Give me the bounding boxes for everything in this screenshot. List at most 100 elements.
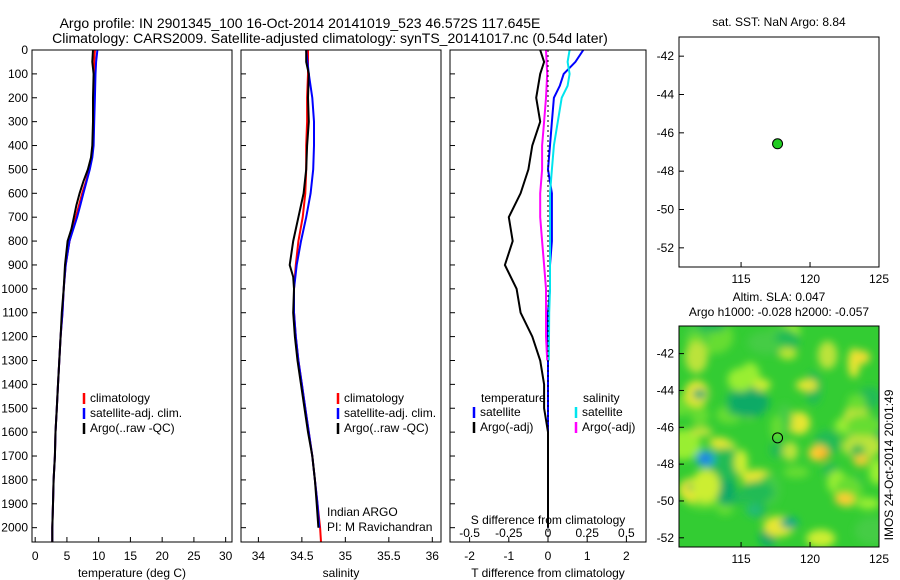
heatmap-cell [769,442,785,458]
salinity-panel: 34 34.5 35 35.5 36 salinity climatologysatelli… [240,49,442,580]
map-title: Altim. SLA: 0.047 [733,290,826,304]
heatmap-cell [697,326,727,333]
plot-frame [240,49,442,543]
heatmap-feature [834,493,855,506]
x-tick-label: 0 [545,549,552,563]
y-tick-label: 1900 [1,497,28,511]
x-tick-label: 15 [124,549,138,563]
series-line-0 [546,49,585,528]
heatmap-feature [700,454,711,463]
heatmap-cell [685,341,708,374]
y-tick-label: -42 [657,347,675,361]
imos-timestamp: IMOS 24-Oct-2014 20:01:49 [882,389,896,540]
x-tick-label: 115 [731,552,750,566]
legend-label: satellite [480,405,521,419]
heatmap-cell [689,426,713,437]
x-axis-label: temperature (deg C) [78,566,186,580]
y-tick-label: 1200 [1,330,28,344]
x-tick-label: 34 [252,549,266,563]
heatmap-cell [679,429,701,460]
y-tick-label: -48 [657,164,675,178]
heatmap-cell [783,465,810,479]
heatmap-feature [818,450,829,459]
heatmap-feature [852,350,871,365]
x-tick-label: 2 [623,549,630,563]
y-tick-label: 0 [21,43,28,57]
y-tick-label: 1700 [1,449,28,463]
heatmap-cell [690,405,710,426]
y-tick-label: 100 [8,67,28,81]
x2-tick-label: 0 [545,526,552,540]
heatmap-cell [727,367,755,392]
y-tick-label: -50 [657,494,675,508]
heatmap-cell [715,473,736,506]
header-line-2: Climatology: CARS2009. Satellite-adjuste… [52,30,608,46]
series-line-2 [547,49,571,361]
series-line-1 [503,49,549,528]
x-tick-label: -1 [503,549,514,563]
x-tick-label: 35.5 [377,549,401,563]
y-tick-label: 700 [8,210,28,224]
legend-title-temperature: temperature [481,391,546,405]
heatmap-cell [868,458,879,485]
y-tick-label: -52 [657,531,675,545]
series-line-2 [288,50,320,528]
heatmap-cell [795,379,818,392]
y-tick-label: 1000 [1,282,28,296]
y-tick-label: 500 [8,162,28,176]
x-tick-label: 30 [219,549,233,563]
x2-tick-label: 0.25 [576,526,600,540]
y-tick-label: -46 [657,420,675,434]
x-tick-label: 125 [869,552,889,566]
y-tick-label: -44 [657,383,675,397]
legend-label: Argo(-adj) [582,420,635,434]
y-tick-label: 1100 [2,306,28,320]
map-frame [678,36,880,268]
legend-label: climatology [90,391,150,405]
heatmap-cell [729,387,770,418]
heatmap-cell [782,441,799,462]
y-tick-label: 600 [8,186,28,200]
x-tick-label: 10 [92,549,106,563]
heatmap-feature [778,347,797,360]
heatmap-cell [806,529,836,547]
difference-panel: -2 -1 0 1 2 T difference from climatology -0.5… [449,49,647,580]
heatmap-cell [817,340,838,370]
x-axis-label: T difference from climatology [471,566,625,580]
legend-label: satellite-adj. clim. [90,406,182,420]
x-tick-label: 36 [426,549,440,563]
x-tick-label: -2 [464,549,475,563]
map-subtitle: Argo h1000: -0.028 h2000: -0.057 [689,305,869,319]
heatmap-feature [752,378,771,391]
heatmap-cell [740,480,775,503]
x-tick-label: 0 [32,549,39,563]
heatmap-cell [734,449,748,475]
y-tick-label: -52 [657,241,675,255]
series-group [288,49,322,543]
heatmap-cell [845,415,879,436]
heatmap-cell [856,497,879,510]
x2-tick-label: 0.5 [618,526,635,540]
series-group [503,49,585,528]
header-line-1: Argo profile: IN 2901345_100 16-Oct-2014… [60,15,541,31]
y-tick-label: 1400 [1,377,28,391]
y-tick-label: 200 [8,91,28,105]
legend-title-salinity: salinity [583,391,620,405]
y-tick-label: 400 [8,139,28,153]
instrument-label: Indian ARGO [327,505,398,519]
series-line-2 [51,49,95,542]
legend-label: Argo(-adj) [480,420,533,434]
y-tick-label: 1800 [1,473,28,487]
y-tick-label: 900 [8,258,28,272]
argo-position-marker [772,138,784,150]
y-tick-label: -44 [657,88,675,102]
temperature-panel: 0100200300400500600700800900100011001200… [1,43,232,580]
x-tick-label: 5 [64,549,71,563]
heatmap-cell [787,411,811,435]
y-tick-label: 300 [8,115,28,129]
series-line-0 [293,50,322,543]
series-line-1 [51,49,99,542]
series-line-3 [539,49,549,361]
heatmap-feature [745,504,762,517]
